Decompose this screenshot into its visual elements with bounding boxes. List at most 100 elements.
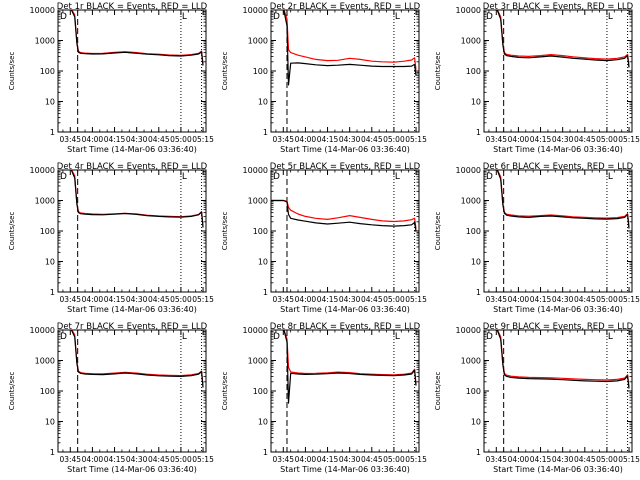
x-tick-label: 04:00 (508, 455, 530, 464)
chart-panel: Det 3r BLACK = Events, RED = LLD 1 10 100 10… (434, 2, 640, 154)
x-tick-label: 03:45 (59, 295, 81, 304)
x-tick-label: 03:45 (485, 295, 507, 304)
y-tick-label: 1000 (461, 357, 481, 366)
corner-mark-left: D (273, 12, 280, 22)
x-tick-label: 04:30 (126, 135, 148, 144)
y-axis-label: Counts/sec (434, 52, 442, 91)
x-axis-label: Start Time (14-Mar-06 03:36:40) (493, 465, 623, 474)
series-line-events (70, 330, 204, 388)
x-tick-label: 04:15 (530, 135, 552, 144)
x-axis-label: Start Time (14-Mar-06 03:36:40) (280, 465, 410, 474)
x-tick-label: 04:00 (82, 455, 104, 464)
x-tick-label: 04:00 (295, 295, 317, 304)
y-tick-label: 10000 (456, 166, 481, 175)
plot-frame (483, 169, 633, 293)
chart-panel: Det 2r BLACK = Events, RED = LLD 1 10 100 10… (221, 2, 427, 154)
y-tick-label: 10000 (30, 166, 55, 175)
x-tick-label: 04:00 (295, 135, 317, 144)
chart-panel: Det 9r BLACK = Events, RED = LLD 1 10 100 10… (434, 322, 640, 474)
x-tick-label: 05:15 (192, 455, 214, 464)
y-axis-label: Counts/sec (8, 52, 16, 91)
y-tick-label: 1000 (248, 37, 268, 46)
y-tick-label: 10 (471, 258, 481, 267)
y-tick-label: 10 (45, 418, 55, 427)
y-tick-label: 100 (253, 67, 268, 76)
x-axis-label: Start Time (14-Mar-06 03:36:40) (67, 145, 197, 154)
corner-mark-left: D (273, 332, 280, 342)
x-tick-label: 05:15 (618, 135, 640, 144)
y-tick-label: 100 (466, 67, 481, 76)
corner-mark-left: D (60, 332, 67, 342)
y-tick-label: 1 (476, 448, 481, 457)
chart-panel: Det 7r BLACK = Events, RED = LLD 1 10 100 10… (8, 322, 214, 474)
y-axis-label: Counts/sec (221, 372, 229, 411)
y-tick-label: 10 (258, 258, 268, 267)
x-tick-label: 05:15 (192, 295, 214, 304)
y-tick-label: 1 (50, 288, 55, 297)
x-tick-label: 04:15 (104, 295, 126, 304)
plot-frame (270, 329, 420, 453)
corner-mark-left: D (60, 172, 67, 182)
x-tick-label: 05:00 (170, 455, 192, 464)
x-tick-label: 04:00 (82, 135, 104, 144)
x-tick-label: 04:15 (317, 455, 339, 464)
x-tick-label: 05:15 (192, 135, 214, 144)
plot-frame (57, 9, 207, 133)
y-tick-label: 1000 (248, 197, 268, 206)
series-line-events (271, 199, 417, 232)
y-tick-label: 1 (476, 288, 481, 297)
chart-title: Det 8r BLACK = Events, RED = LLD (270, 322, 421, 332)
x-tick-label: 04:30 (552, 455, 574, 464)
y-tick-label: 1 (50, 128, 55, 137)
x-tick-label: 05:15 (618, 455, 640, 464)
x-tick-label: 05:00 (383, 455, 405, 464)
x-tick-label: 04:30 (339, 135, 361, 144)
x-tick-label: 04:15 (104, 135, 126, 144)
y-tick-label: 10 (45, 258, 55, 267)
x-tick-label: 05:00 (170, 295, 192, 304)
x-axis-label: Start Time (14-Mar-06 03:36:40) (493, 305, 623, 314)
y-tick-label: 100 (253, 227, 268, 236)
x-tick-label: 04:45 (148, 135, 170, 144)
y-tick-label: 1000 (461, 37, 481, 46)
corner-mark-right: L (182, 12, 187, 22)
y-tick-label: 10 (258, 98, 268, 107)
x-tick-label: 04:30 (552, 135, 574, 144)
chart-panel: Det 4r BLACK = Events, RED = LLD 1 10 100 10… (8, 162, 214, 314)
x-tick-label: 03:45 (272, 455, 294, 464)
x-axis-label: Start Time (14-Mar-06 03:36:40) (280, 305, 410, 314)
x-tick-label: 04:00 (82, 295, 104, 304)
corner-mark-right: L (608, 12, 613, 22)
y-tick-label: 1 (50, 448, 55, 457)
y-tick-label: 10 (258, 418, 268, 427)
y-tick-label: 10000 (243, 166, 268, 175)
x-tick-label: 04:45 (148, 455, 170, 464)
series-line-lld (271, 199, 417, 229)
series-line-events (70, 170, 204, 228)
x-tick-label: 03:45 (272, 135, 294, 144)
x-tick-label: 05:00 (383, 135, 405, 144)
chart-title: Det 1r BLACK = Events, RED = LLD (57, 2, 208, 12)
x-tick-label: 05:00 (596, 135, 618, 144)
x-tick-label: 05:15 (618, 295, 640, 304)
corner-mark-right: L (395, 12, 400, 22)
y-tick-label: 10000 (456, 6, 481, 15)
x-tick-label: 04:00 (508, 135, 530, 144)
y-tick-label: 100 (466, 387, 481, 396)
y-tick-label: 1 (476, 128, 481, 137)
x-tick-label: 03:45 (485, 135, 507, 144)
chart-title: Det 5r BLACK = Events, RED = LLD (270, 162, 421, 172)
series-line-events (70, 10, 204, 66)
chart-title: Det 6r BLACK = Events, RED = LLD (483, 162, 634, 172)
x-tick-label: 03:45 (272, 295, 294, 304)
chart-panel: Det 5r BLACK = Events, RED = LLD 1 10 100 10… (221, 162, 427, 314)
plot-frame (483, 9, 633, 133)
x-tick-label: 04:15 (317, 295, 339, 304)
plot-frame (270, 9, 420, 133)
x-tick-label: 04:30 (339, 455, 361, 464)
chart-title: Det 3r BLACK = Events, RED = LLD (483, 2, 634, 12)
chart-title: Det 7r BLACK = Events, RED = LLD (57, 322, 208, 332)
chart-title: Det 2r BLACK = Events, RED = LLD (270, 2, 421, 12)
plot-frame (483, 329, 633, 453)
corner-mark-right: L (395, 332, 400, 342)
